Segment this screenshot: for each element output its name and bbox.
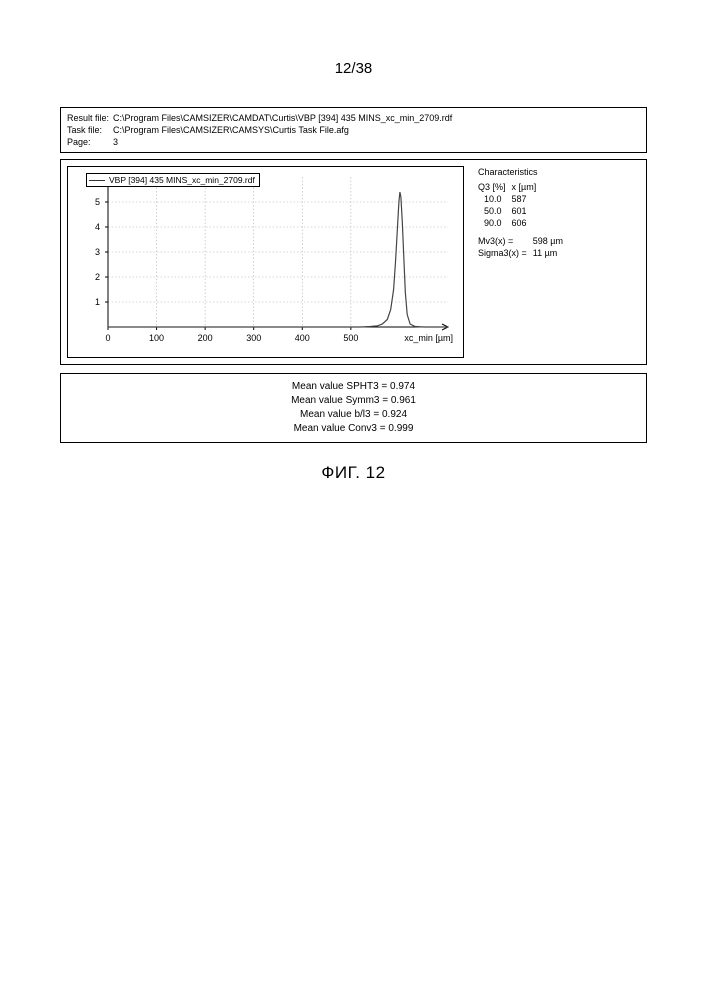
x-header: x [µm] bbox=[512, 181, 543, 193]
summary-line-3: Mean value Conv3 = 0.999 bbox=[61, 422, 646, 436]
page-number: 12/38 bbox=[0, 60, 707, 77]
summary-box: Mean value SPHT3 = 0.974 Mean value Symm… bbox=[60, 373, 647, 443]
page-root: 12/38 Result file: C:\Program Files\CAMS… bbox=[0, 0, 707, 1000]
task-file-path: C:\Program Files\CAMSIZER\CAMSYS\Curtis … bbox=[113, 124, 456, 136]
svg-text:5: 5 bbox=[95, 197, 100, 207]
x-row-2: 606 bbox=[512, 217, 543, 229]
result-file-label: Result file: bbox=[67, 112, 113, 124]
svg-text:4: 4 bbox=[95, 222, 100, 232]
task-file-label: Task file: bbox=[67, 124, 113, 136]
summary-line-2: Mean value b/l3 = 0.924 bbox=[61, 408, 646, 422]
plot-svg: 1 2 3 4 5 0 100 200 300 400 500 xc_min [µm] bbox=[68, 167, 463, 357]
legend-swatch bbox=[89, 180, 105, 181]
svg-text:xc_min [µm]: xc_min [µm] bbox=[404, 333, 453, 343]
legend-label: VBP [394] 435 MINS_xc_min_2709.rdf bbox=[109, 175, 255, 185]
chart-panel: VBP [394] 435 MINS_xc_min_2709.rdf 1 2 3 4 5… bbox=[60, 159, 647, 365]
mv-value: 598 µm bbox=[533, 235, 569, 247]
page-label: Page: bbox=[67, 136, 113, 148]
summary-line-1: Mean value Symm3 = 0.961 bbox=[61, 394, 646, 408]
content-area: Result file: C:\Program Files\CAMSIZER\C… bbox=[60, 107, 647, 483]
legend: VBP [394] 435 MINS_xc_min_2709.rdf bbox=[86, 173, 260, 187]
svg-text:2: 2 bbox=[95, 272, 100, 282]
plot-area: VBP [394] 435 MINS_xc_min_2709.rdf 1 2 3 4 5… bbox=[67, 166, 464, 358]
q3-row-0: 10.0 bbox=[478, 193, 512, 205]
svg-text:0: 0 bbox=[105, 333, 110, 343]
svg-text:400: 400 bbox=[295, 333, 310, 343]
svg-text:200: 200 bbox=[198, 333, 213, 343]
sigma-label: Sigma3(x) = bbox=[478, 247, 533, 259]
characteristics-title: Characteristics bbox=[478, 166, 569, 178]
x-row-1: 601 bbox=[512, 205, 543, 217]
svg-text:300: 300 bbox=[246, 333, 261, 343]
file-info-table: Result file: C:\Program Files\CAMSIZER\C… bbox=[67, 112, 456, 148]
x-row-0: 587 bbox=[512, 193, 543, 205]
characteristics-panel: Characteristics Q3 [%] x [µm] 10.0 587 5… bbox=[464, 166, 569, 358]
file-info-box: Result file: C:\Program Files\CAMSIZER\C… bbox=[60, 107, 647, 153]
q3-header: Q3 [%] bbox=[478, 181, 512, 193]
svg-text:1: 1 bbox=[95, 297, 100, 307]
q3-row-1: 50.0 bbox=[478, 205, 512, 217]
svg-text:3: 3 bbox=[95, 247, 100, 257]
svg-text:500: 500 bbox=[343, 333, 358, 343]
result-file-path: C:\Program Files\CAMSIZER\CAMDAT\Curtis\… bbox=[113, 112, 456, 124]
page-value: 3 bbox=[113, 136, 456, 148]
q3-row-2: 90.0 bbox=[478, 217, 512, 229]
summary-line-0: Mean value SPHT3 = 0.974 bbox=[61, 380, 646, 394]
stats-table: Mv3(x) = 598 µm Sigma3(x) = 11 µm bbox=[478, 235, 569, 259]
figure-caption: ФИГ. 12 bbox=[60, 463, 647, 483]
characteristics-table: Q3 [%] x [µm] 10.0 587 50.0 601 90.0 606 bbox=[478, 181, 542, 230]
sigma-value: 11 µm bbox=[533, 247, 569, 259]
svg-text:100: 100 bbox=[149, 333, 164, 343]
mv-label: Mv3(x) = bbox=[478, 235, 533, 247]
